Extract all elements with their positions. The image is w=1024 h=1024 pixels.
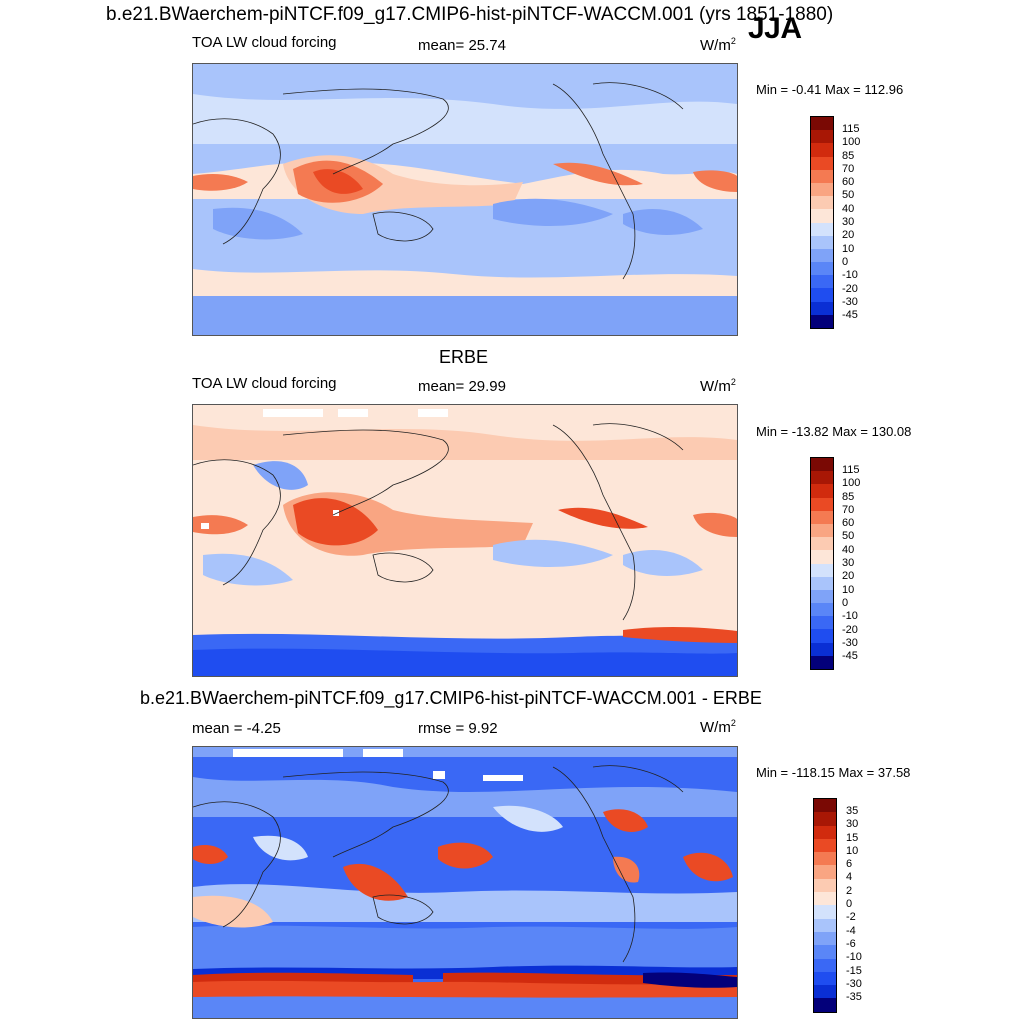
panel3-heading: b.e21.BWaerchem-piNTCF.f09_g17.CMIP6-his… bbox=[140, 688, 762, 708]
panel3-rmse-label: rmse = 9.92 bbox=[418, 720, 498, 737]
panel3-minmax: Min = -118.15 Max = 37.58 bbox=[756, 765, 911, 780]
colorbar-tick: 2 bbox=[846, 884, 853, 897]
panel2-colorbar-labels: 115 100 85 70 60 50 40 30 20 10 0 -10 -2… bbox=[842, 464, 860, 663]
panel2-variable-label: TOA LW cloud forcing bbox=[192, 375, 337, 392]
colorbar-tick: -45 bbox=[842, 650, 858, 663]
panel2-map bbox=[192, 404, 738, 677]
colorbar-tick: 0 bbox=[842, 255, 849, 268]
colorbar-tick: -10 bbox=[842, 610, 858, 623]
colorbar-tick: -30 bbox=[842, 295, 858, 308]
colorbar-tick: -30 bbox=[846, 977, 862, 990]
panel3-colorbar bbox=[813, 798, 837, 1013]
panel2-mean-label: mean= 29.99 bbox=[418, 378, 506, 395]
colorbar-tick: -2 bbox=[846, 911, 856, 924]
colorbar-tick: 10 bbox=[846, 844, 859, 857]
colorbar-tick: 85 bbox=[842, 149, 855, 162]
colorbar-tick: 0 bbox=[846, 898, 853, 911]
colorbar-tick: 50 bbox=[842, 189, 855, 202]
panel1-mean-label: mean= 25.74 bbox=[418, 37, 506, 54]
figure-title: b.e21.BWaerchem-piNTCF.f09_g17.CMIP6-his… bbox=[106, 4, 834, 25]
colorbar-tick: -15 bbox=[846, 964, 862, 977]
panel2-units: W/m2 bbox=[700, 377, 736, 395]
colorbar-tick: 15 bbox=[846, 831, 859, 844]
colorbar-tick: 4 bbox=[846, 871, 853, 884]
panel3-units: W/m2 bbox=[700, 718, 736, 736]
colorbar-tick: 100 bbox=[842, 136, 861, 149]
colorbar-tick: 100 bbox=[842, 477, 861, 490]
panel1-colorbar bbox=[810, 116, 834, 329]
colorbar-tick: 50 bbox=[842, 530, 855, 543]
colorbar-tick: 40 bbox=[842, 543, 855, 556]
colorbar-tick: 115 bbox=[842, 123, 860, 135]
colorbar-tick: 70 bbox=[842, 503, 855, 516]
colorbar-tick: -35 bbox=[846, 991, 862, 1004]
colorbar-tick: -30 bbox=[842, 636, 858, 649]
panel2-heading: ERBE bbox=[439, 347, 489, 367]
panel3-mean-label: mean = -4.25 bbox=[192, 720, 281, 737]
panel1-variable-label: TOA LW cloud forcing bbox=[192, 34, 337, 51]
panel1-colorbar-labels: 115 100 85 70 60 50 40 30 20 10 0 -10 -2… bbox=[842, 123, 860, 322]
colorbar-tick: 30 bbox=[842, 216, 855, 229]
panel3-map bbox=[192, 746, 738, 1019]
colorbar-tick: -45 bbox=[842, 309, 858, 322]
colorbar-tick: 115 bbox=[842, 464, 860, 476]
panel3-colorbar-labels: 35 30 15 10 6 4 2 0 -2 -4 -6 -10 -15 -30… bbox=[846, 805, 862, 1004]
panel1-minmax: Min = -0.41 Max = 112.96 bbox=[756, 82, 904, 97]
panel1-map bbox=[192, 63, 738, 336]
colorbar-tick: -20 bbox=[842, 623, 858, 636]
colorbar-tick: 0 bbox=[842, 596, 849, 609]
colorbar-tick: -4 bbox=[846, 924, 856, 937]
colorbar-tick: 35 bbox=[846, 805, 859, 817]
colorbar-tick: 70 bbox=[842, 162, 855, 175]
panel2-colorbar bbox=[810, 457, 834, 670]
colorbar-tick: 40 bbox=[842, 202, 855, 215]
colorbar-tick: 10 bbox=[842, 583, 855, 596]
colorbar-tick: 10 bbox=[842, 242, 855, 255]
colorbar-tick: 60 bbox=[842, 176, 855, 189]
colorbar-tick: -10 bbox=[846, 951, 862, 964]
panel2-minmax: Min = -13.82 Max = 130.08 bbox=[756, 424, 912, 439]
colorbar-tick: 20 bbox=[842, 570, 855, 583]
colorbar-tick: -10 bbox=[842, 269, 858, 282]
colorbar-tick: 6 bbox=[846, 858, 853, 871]
colorbar-tick: 30 bbox=[846, 818, 859, 831]
colorbar-tick: 60 bbox=[842, 517, 855, 530]
colorbar-tick: -20 bbox=[842, 282, 858, 295]
colorbar-tick: 20 bbox=[842, 229, 855, 242]
colorbar-tick: 30 bbox=[842, 557, 855, 570]
colorbar-tick: 85 bbox=[842, 490, 855, 503]
season-label: JJA bbox=[748, 12, 802, 45]
panel1-units: W/m2 bbox=[700, 36, 736, 54]
colorbar-tick: -6 bbox=[846, 937, 856, 950]
